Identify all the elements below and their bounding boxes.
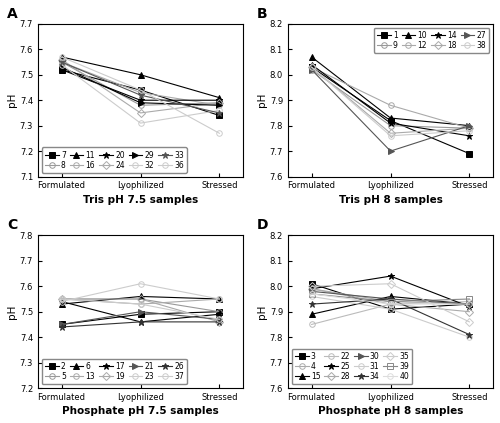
- Legend: 3, 4, 15, 22, 25, 28, 30, 31, 34, 35, 39, 40: 3, 4, 15, 22, 25, 28, 30, 31, 34, 35, 39…: [292, 349, 412, 384]
- X-axis label: Phosphate pH 8 samples: Phosphate pH 8 samples: [318, 406, 463, 416]
- Y-axis label: pH: pH: [7, 305, 17, 319]
- Legend: 7, 8, 11, 16, 20, 24, 29, 32, 33, 36: 7, 8, 11, 16, 20, 24, 29, 32, 33, 36: [42, 148, 187, 173]
- Legend: 1, 9, 10, 12, 14, 18, 27, 38: 1, 9, 10, 12, 14, 18, 27, 38: [374, 28, 489, 53]
- Y-axis label: pH: pH: [7, 93, 17, 107]
- Text: C: C: [7, 218, 18, 232]
- X-axis label: Tris pH 7.5 samples: Tris pH 7.5 samples: [83, 195, 198, 205]
- Text: D: D: [257, 218, 268, 232]
- Text: B: B: [257, 7, 268, 21]
- X-axis label: Tris pH 8 samples: Tris pH 8 samples: [338, 195, 442, 205]
- Legend: 2, 5, 6, 13, 17, 19, 21, 23, 26, 37: 2, 5, 6, 13, 17, 19, 21, 23, 26, 37: [42, 359, 187, 384]
- Y-axis label: pH: pH: [257, 305, 267, 319]
- Text: A: A: [7, 7, 18, 21]
- Y-axis label: pH: pH: [257, 93, 267, 107]
- X-axis label: Phosphate pH 7.5 samples: Phosphate pH 7.5 samples: [62, 406, 219, 416]
